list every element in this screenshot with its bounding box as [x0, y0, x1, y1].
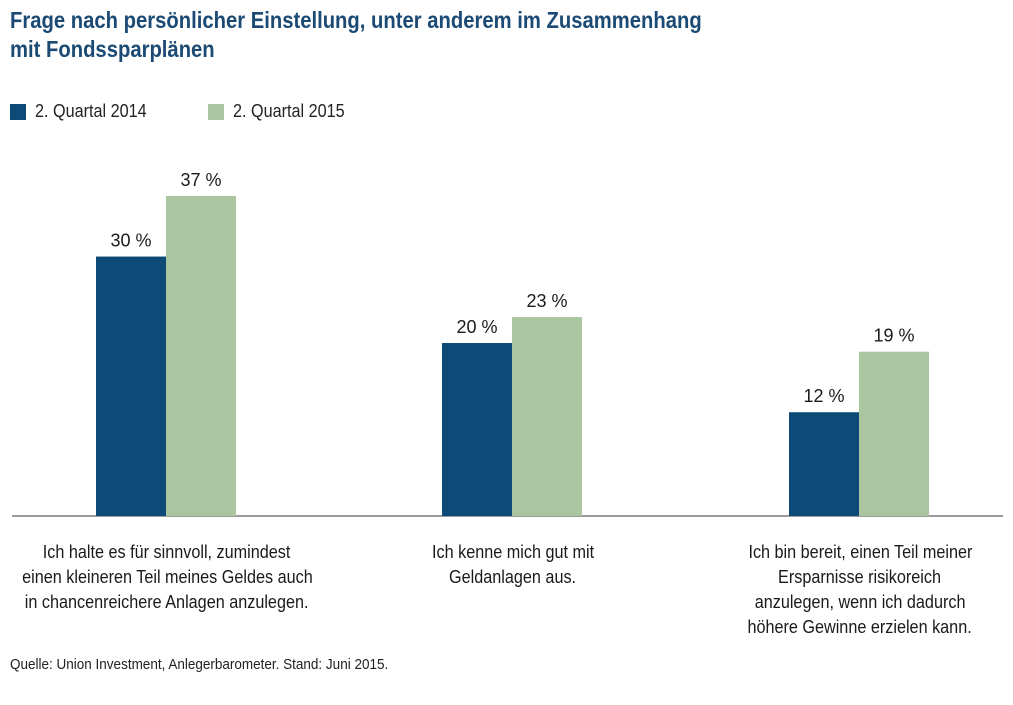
legend-item-2015: 2. Quartal 2015: [208, 101, 357, 122]
category-label-3-line-3: anzulegen, wenn ich dadurch: [754, 592, 966, 612]
value-label-2014-cat-2: 20 %: [456, 317, 497, 337]
value-label-2015-cat-2: 23 %: [526, 291, 567, 311]
category-label-1-line-1: Ich halte es für sinnvoll, zumindest: [43, 542, 291, 562]
source-note: Quelle: Union Investment, Anlegerbaromet…: [10, 656, 389, 673]
category-label-3-line-2: Ersparnisse risikoreich: [778, 567, 942, 587]
legend-swatch-2015: [208, 103, 224, 120]
legend-item-2014: 2. Quartal 2014: [10, 101, 159, 122]
bar-2015-cat-3: [859, 351, 929, 516]
value-label-2014-cat-3: 12 %: [803, 386, 844, 406]
category-label-3-line-4: höhere Gewinne erzielen kann.: [747, 617, 973, 637]
category-label-2: Ich kenne mich gut mit Geldanlagen aus.: [343, 540, 683, 590]
value-label-2014-cat-1: 30 %: [110, 231, 151, 251]
category-label-1-line-3: in chancenreichere Anlagen anzulegen.: [25, 592, 309, 612]
legend-swatch-2014: [10, 103, 26, 120]
bar-2015-cat-1: [166, 196, 236, 516]
bar-2014-cat-2: [442, 343, 512, 516]
bar-2014-cat-3: [789, 412, 859, 516]
category-label-3-line-1: Ich bin bereit, einen Teil meiner: [748, 542, 972, 562]
value-label-2015-cat-1: 37 %: [180, 170, 221, 190]
bar-2015-cat-2: [512, 317, 582, 516]
category-label-1: Ich halte es für sinnvoll, zumindest ein…: [0, 540, 337, 615]
chart-title-line-2: mit Fondssparplänen: [10, 36, 215, 62]
chart-title-line-1: Frage nach persönlicher Einstellung, unt…: [10, 7, 702, 33]
category-label-3: Ich bin bereit, einen Teil meiner Erspar…: [690, 540, 1013, 640]
category-label-2-line-2: Geldanlagen aus.: [449, 567, 577, 587]
bar-2014-cat-1: [96, 256, 166, 516]
legend-label-2014: 2. Quartal 2014: [35, 101, 147, 121]
legend-label-2015: 2. Quartal 2015: [233, 101, 345, 121]
category-label-2-line-1: Ich kenne mich gut mit: [431, 542, 595, 562]
category-label-1-line-2: einen kleineren Teil meines Geldes auch: [21, 567, 313, 587]
value-label-2015-cat-3: 19 %: [873, 326, 914, 346]
chart-title: Frage nach persönlicher Einstellung, unt…: [10, 6, 881, 64]
